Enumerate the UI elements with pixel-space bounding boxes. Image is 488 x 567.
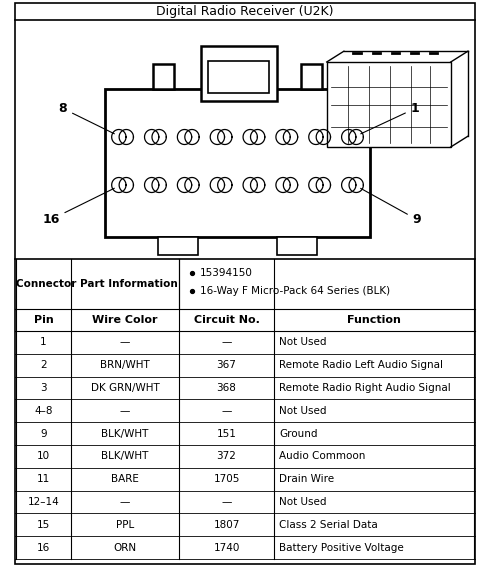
Text: Battery Positive Voltage: Battery Positive Voltage (279, 543, 404, 553)
Text: Remote Radio Right Audio Signal: Remote Radio Right Audio Signal (279, 383, 451, 393)
Text: BARE: BARE (111, 474, 139, 484)
Text: 12–14: 12–14 (27, 497, 59, 507)
Text: 1740: 1740 (213, 543, 240, 553)
FancyBboxPatch shape (327, 62, 451, 147)
Text: 4–8: 4–8 (34, 406, 53, 416)
Text: Not Used: Not Used (279, 497, 326, 507)
FancyBboxPatch shape (15, 3, 475, 564)
FancyBboxPatch shape (301, 64, 322, 89)
Text: 15394150: 15394150 (200, 268, 253, 278)
Text: —: — (120, 497, 130, 507)
Text: Not Used: Not Used (279, 337, 326, 348)
Text: Not Used: Not Used (279, 406, 326, 416)
Text: 372: 372 (217, 451, 237, 462)
Text: ORN: ORN (113, 543, 137, 553)
Text: 9: 9 (40, 429, 47, 439)
Text: 2: 2 (40, 360, 47, 370)
Text: 16-Way F Micro-Pack 64 Series (BLK): 16-Way F Micro-Pack 64 Series (BLK) (200, 286, 390, 296)
Text: 9: 9 (361, 188, 421, 226)
Text: —: — (222, 337, 232, 348)
Text: PPL: PPL (116, 520, 134, 530)
Text: 10: 10 (37, 451, 50, 462)
Text: —: — (222, 497, 232, 507)
Text: Digital Radio Receiver (U2K): Digital Radio Receiver (U2K) (156, 5, 333, 18)
Text: Pin: Pin (34, 315, 53, 325)
Text: Audio Commoon: Audio Commoon (279, 451, 366, 462)
Text: 1807: 1807 (213, 520, 240, 530)
Text: Remote Radio Left Audio Signal: Remote Radio Left Audio Signal (279, 360, 443, 370)
FancyBboxPatch shape (153, 64, 174, 89)
Text: 16: 16 (42, 188, 114, 226)
Text: 367: 367 (217, 360, 237, 370)
Text: 1705: 1705 (213, 474, 240, 484)
FancyBboxPatch shape (208, 61, 269, 93)
Text: —: — (222, 406, 232, 416)
Text: 11: 11 (37, 474, 50, 484)
Text: 8: 8 (59, 102, 114, 134)
Text: —: — (120, 337, 130, 348)
Text: 16: 16 (37, 543, 50, 553)
Text: 151: 151 (217, 429, 237, 439)
Text: Wire Color: Wire Color (92, 315, 158, 325)
Text: Ground: Ground (279, 429, 318, 439)
Text: Connector Part Information: Connector Part Information (16, 279, 178, 289)
Text: DK GRN/WHT: DK GRN/WHT (91, 383, 159, 393)
Text: Function: Function (347, 315, 401, 325)
Text: BLK/WHT: BLK/WHT (102, 451, 149, 462)
FancyBboxPatch shape (277, 237, 317, 255)
Text: 368: 368 (217, 383, 237, 393)
Text: 3: 3 (40, 383, 47, 393)
FancyBboxPatch shape (201, 46, 277, 101)
Text: BLK/WHT: BLK/WHT (102, 429, 149, 439)
Text: 1: 1 (361, 102, 419, 134)
Text: Class 2 Serial Data: Class 2 Serial Data (279, 520, 378, 530)
Text: 15: 15 (37, 520, 50, 530)
Text: BRN/WHT: BRN/WHT (100, 360, 150, 370)
FancyBboxPatch shape (158, 237, 198, 255)
Text: Drain Wire: Drain Wire (279, 474, 334, 484)
FancyBboxPatch shape (105, 89, 369, 237)
Text: Circuit No.: Circuit No. (194, 315, 260, 325)
Text: 1: 1 (40, 337, 47, 348)
Text: —: — (120, 406, 130, 416)
